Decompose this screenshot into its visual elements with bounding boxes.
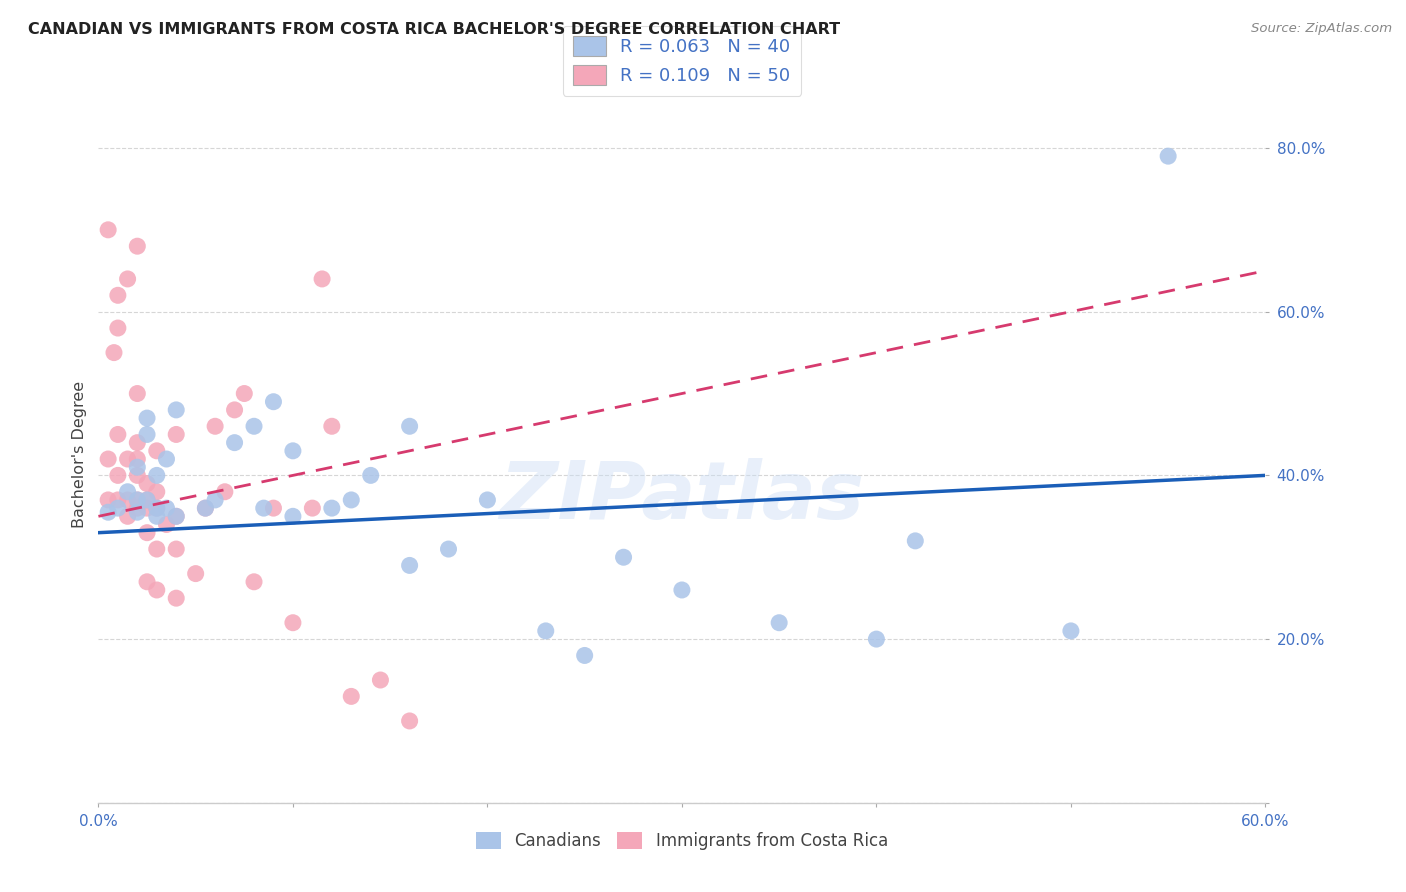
Point [136,492,159,507]
Point [204,419,226,434]
Point [262,501,284,516]
Point [146,501,169,516]
Point [136,411,159,425]
Point [262,394,284,409]
Point [136,574,159,589]
Point [107,468,129,483]
Point [97,505,120,519]
Point [155,501,177,516]
Point [97,492,120,507]
Point [360,468,382,483]
Point [146,468,169,483]
Point [534,624,557,638]
Point [281,443,304,458]
Point [127,386,149,401]
Point [127,492,149,507]
Point [107,492,129,507]
Point [311,272,333,286]
Point [146,582,169,597]
Point [437,542,460,557]
Point [321,501,343,516]
Y-axis label: Bachelor's Degree: Bachelor's Degree [72,382,87,528]
Point [165,509,187,524]
Point [398,419,420,434]
Point [224,403,246,417]
Point [613,550,636,565]
Point [146,484,169,499]
Point [127,460,149,475]
Point [398,714,420,728]
Point [253,501,276,516]
Point [155,452,177,467]
Point [1060,624,1083,638]
Point [155,517,177,532]
Text: Source: ZipAtlas.com: Source: ZipAtlas.com [1251,22,1392,36]
Point [340,690,363,704]
Legend: Canadians, Immigrants from Costa Rica: Canadians, Immigrants from Costa Rica [470,826,894,857]
Point [904,533,927,548]
Point [194,501,217,516]
Point [165,509,187,524]
Point [97,452,120,467]
Point [107,321,129,335]
Point [146,501,169,516]
Point [136,501,159,516]
Point [214,484,236,499]
Point [165,403,187,417]
Point [165,542,187,557]
Point [321,419,343,434]
Point [865,632,887,646]
Point [127,239,149,253]
Point [97,223,120,237]
Point [117,509,139,524]
Point [136,492,159,507]
Point [671,582,693,597]
Text: ZIPatlas: ZIPatlas [499,458,865,536]
Point [184,566,207,581]
Point [146,509,169,524]
Point [127,435,149,450]
Point [370,673,392,687]
Point [204,492,226,507]
Point [281,615,304,630]
Point [127,452,149,467]
Point [340,492,363,507]
Point [136,476,159,491]
Point [107,501,129,516]
Point [117,484,139,499]
Point [398,558,420,573]
Point [127,505,149,519]
Point [146,542,169,557]
Point [477,492,499,507]
Point [301,501,323,516]
Point [165,591,187,606]
Point [194,501,217,516]
Point [243,419,266,434]
Point [243,574,266,589]
Point [107,427,129,442]
Point [127,468,149,483]
Point [127,492,149,507]
Point [103,345,125,359]
Point [117,272,139,286]
Point [1157,149,1180,163]
Point [165,427,187,442]
Point [117,492,139,507]
Point [768,615,790,630]
Point [136,427,159,442]
Point [127,501,149,516]
Point [233,386,256,401]
Point [117,452,139,467]
Point [136,525,159,540]
Point [224,435,246,450]
Point [281,509,304,524]
Point [146,443,169,458]
Text: CANADIAN VS IMMIGRANTS FROM COSTA RICA BACHELOR'S DEGREE CORRELATION CHART: CANADIAN VS IMMIGRANTS FROM COSTA RICA B… [28,22,841,37]
Point [107,288,129,302]
Point [574,648,596,663]
